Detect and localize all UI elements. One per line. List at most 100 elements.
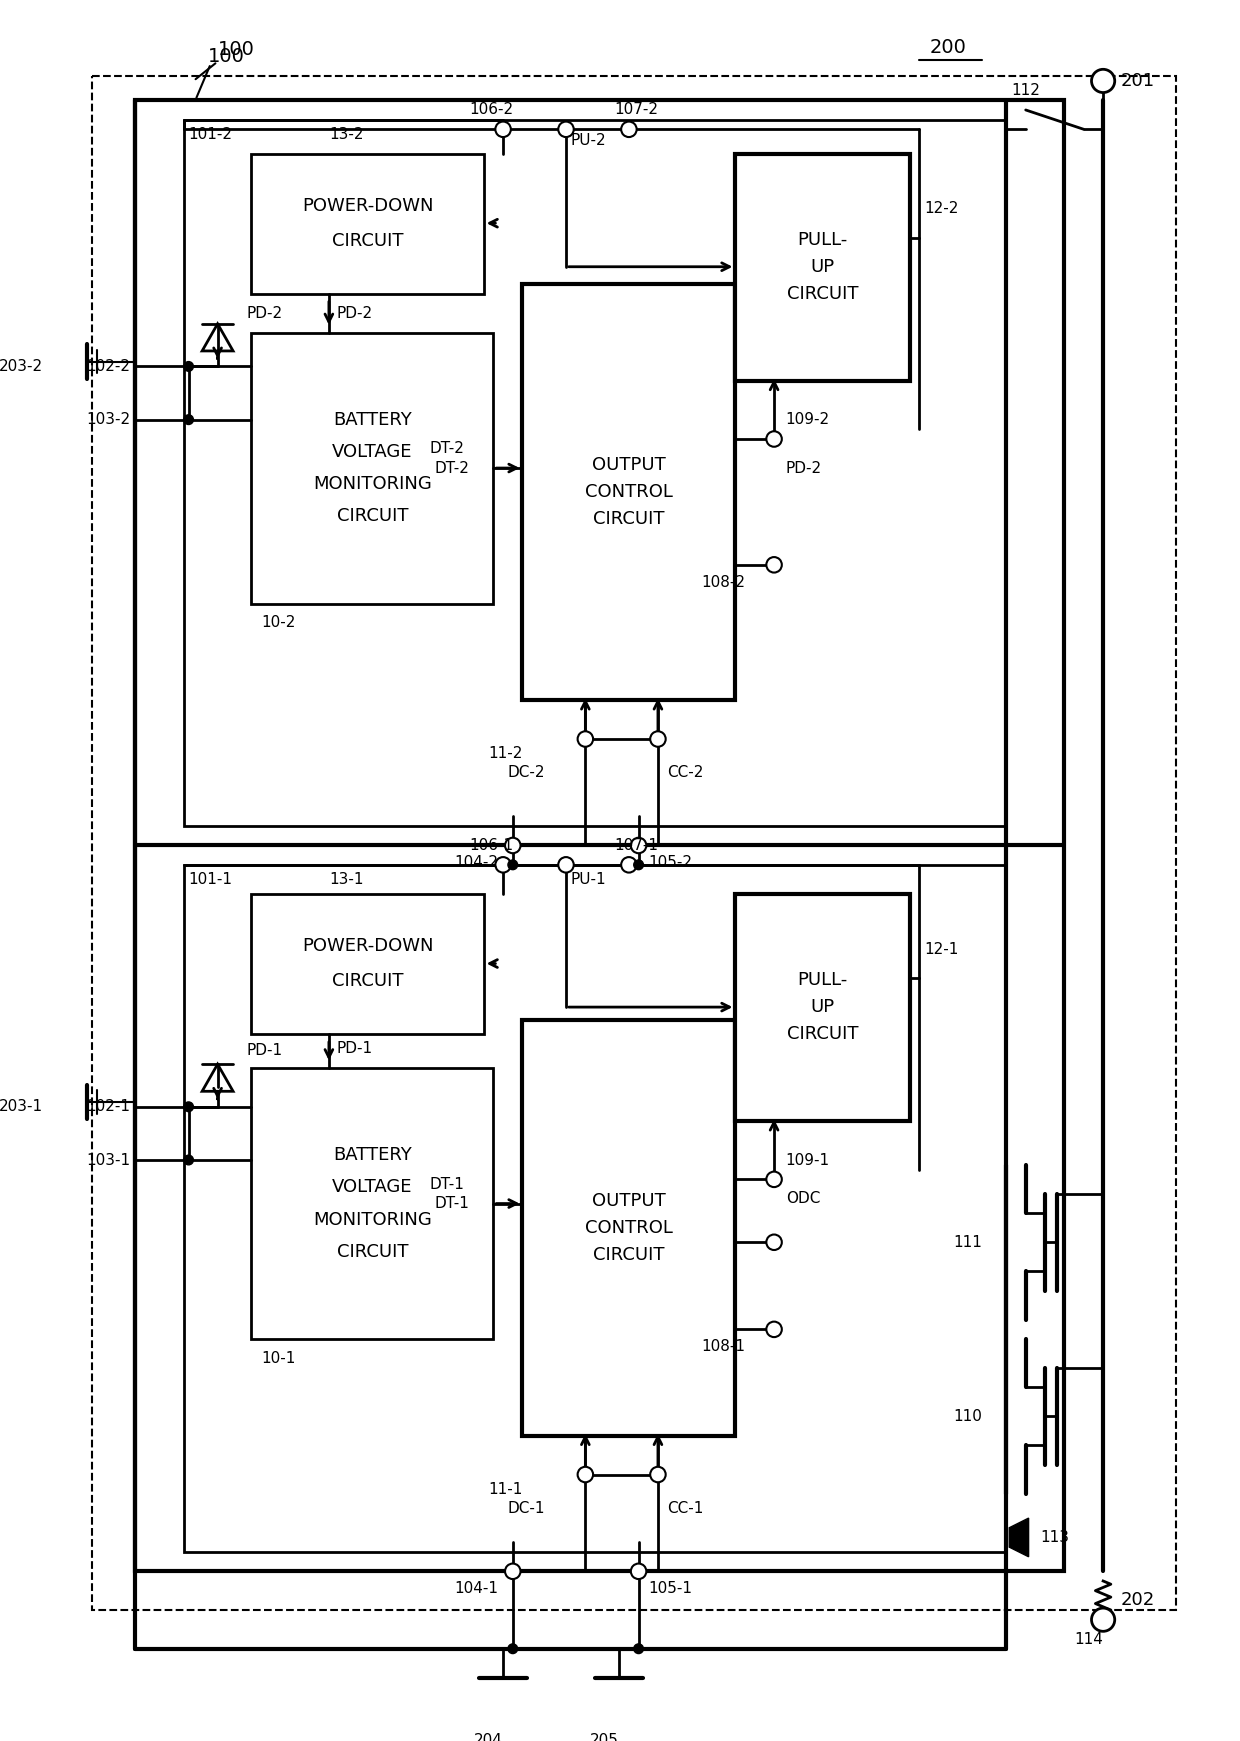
- Circle shape: [631, 1563, 646, 1579]
- Text: PU-2: PU-2: [570, 134, 606, 148]
- Text: MONITORING: MONITORING: [312, 475, 432, 493]
- Text: 104-2: 104-2: [455, 855, 498, 870]
- Circle shape: [505, 837, 521, 853]
- Circle shape: [766, 1172, 781, 1187]
- Circle shape: [184, 362, 193, 371]
- Text: 113: 113: [1040, 1530, 1069, 1544]
- Text: PD-1: PD-1: [336, 1041, 373, 1057]
- Circle shape: [495, 122, 511, 138]
- Text: 205: 205: [590, 1734, 619, 1741]
- Circle shape: [766, 432, 781, 447]
- Bar: [135, 101, 1064, 1572]
- Circle shape: [578, 731, 593, 747]
- Text: DC-1: DC-1: [508, 1501, 546, 1516]
- Text: PD-2: PD-2: [786, 461, 822, 475]
- Circle shape: [1091, 1609, 1115, 1631]
- Circle shape: [766, 1321, 781, 1337]
- Circle shape: [631, 837, 646, 853]
- Text: PULL-: PULL-: [797, 230, 848, 249]
- Polygon shape: [1009, 1518, 1029, 1556]
- Text: 13-1: 13-1: [329, 872, 363, 886]
- Text: 111: 111: [954, 1234, 982, 1250]
- Text: ODC: ODC: [786, 1191, 820, 1207]
- Text: CIRCUIT: CIRCUIT: [332, 232, 403, 249]
- Text: 101-1: 101-1: [188, 872, 233, 886]
- Text: OUTPUT: OUTPUT: [591, 456, 666, 474]
- Text: 202: 202: [1121, 1591, 1154, 1609]
- Circle shape: [184, 1102, 193, 1111]
- Text: CIRCUIT: CIRCUIT: [786, 286, 858, 303]
- Circle shape: [621, 122, 636, 138]
- Text: 105-2: 105-2: [649, 855, 692, 870]
- Circle shape: [508, 860, 517, 870]
- Text: 107-2: 107-2: [614, 103, 658, 117]
- Text: CONTROL: CONTROL: [585, 484, 673, 501]
- Text: 107-1: 107-1: [614, 837, 658, 853]
- Text: 103-2: 103-2: [87, 413, 130, 427]
- Text: DT-2: DT-2: [429, 440, 465, 456]
- Circle shape: [621, 857, 636, 872]
- Text: 11-1: 11-1: [489, 1482, 523, 1497]
- Text: CIRCUIT: CIRCUIT: [337, 507, 408, 526]
- Text: CC-1: CC-1: [667, 1501, 704, 1516]
- Text: CC-2: CC-2: [667, 766, 704, 780]
- Bar: [252, 153, 484, 294]
- Bar: [252, 893, 484, 1034]
- Text: BATTERY: BATTERY: [334, 411, 412, 428]
- Bar: [252, 1067, 494, 1339]
- Text: CIRCUIT: CIRCUIT: [593, 510, 665, 528]
- Bar: [522, 1020, 735, 1436]
- Text: UP: UP: [811, 998, 835, 1017]
- Bar: [252, 333, 494, 604]
- Circle shape: [184, 414, 193, 425]
- Text: PULL-: PULL-: [797, 971, 848, 989]
- Text: 104-1: 104-1: [455, 1581, 498, 1596]
- Text: 102-2: 102-2: [87, 359, 130, 374]
- Bar: [522, 284, 735, 700]
- Text: 103-1: 103-1: [87, 1153, 130, 1168]
- Text: BATTERY: BATTERY: [334, 1146, 412, 1165]
- Text: 105-1: 105-1: [649, 1581, 692, 1596]
- Text: PD-2: PD-2: [247, 306, 283, 320]
- Circle shape: [634, 1644, 644, 1654]
- Text: DC-2: DC-2: [508, 766, 546, 780]
- Text: 106-1: 106-1: [469, 837, 513, 853]
- Circle shape: [184, 1156, 193, 1165]
- Circle shape: [766, 1234, 781, 1250]
- Text: CONTROL: CONTROL: [585, 1219, 673, 1236]
- Text: CIRCUIT: CIRCUIT: [786, 1025, 858, 1043]
- Circle shape: [505, 1563, 521, 1579]
- Text: 114: 114: [1074, 1631, 1102, 1647]
- Circle shape: [766, 557, 781, 573]
- Circle shape: [508, 1644, 517, 1654]
- Text: 204: 204: [474, 1734, 503, 1741]
- Text: CIRCUIT: CIRCUIT: [332, 971, 403, 991]
- Text: POWER-DOWN: POWER-DOWN: [301, 197, 433, 214]
- Bar: [184, 120, 1007, 827]
- Text: 108-2: 108-2: [702, 575, 745, 590]
- Text: DT-1: DT-1: [429, 1177, 465, 1191]
- Text: 203-1: 203-1: [0, 1099, 43, 1114]
- Text: 106-2: 106-2: [469, 103, 513, 117]
- Text: 12-2: 12-2: [924, 202, 959, 216]
- Text: 109-1: 109-1: [786, 1153, 830, 1168]
- Text: 102-1: 102-1: [87, 1099, 130, 1114]
- Text: 201: 201: [1121, 71, 1154, 91]
- Text: 10-2: 10-2: [262, 615, 295, 630]
- Text: 100: 100: [217, 40, 254, 59]
- Text: VOLTAGE: VOLTAGE: [332, 442, 413, 461]
- Circle shape: [495, 857, 511, 872]
- Text: PD-1: PD-1: [247, 1043, 283, 1059]
- Text: MONITORING: MONITORING: [312, 1212, 432, 1229]
- Circle shape: [634, 860, 644, 870]
- Text: 11-2: 11-2: [489, 747, 523, 761]
- Text: 109-2: 109-2: [786, 413, 830, 427]
- Text: 203-2: 203-2: [0, 359, 43, 374]
- Text: OUTPUT: OUTPUT: [591, 1191, 666, 1210]
- Text: 112: 112: [1011, 84, 1040, 97]
- Text: 13-2: 13-2: [329, 127, 363, 141]
- Text: CIRCUIT: CIRCUIT: [337, 1243, 408, 1260]
- Bar: [184, 865, 1007, 1551]
- Bar: [735, 153, 910, 381]
- Circle shape: [578, 1466, 593, 1482]
